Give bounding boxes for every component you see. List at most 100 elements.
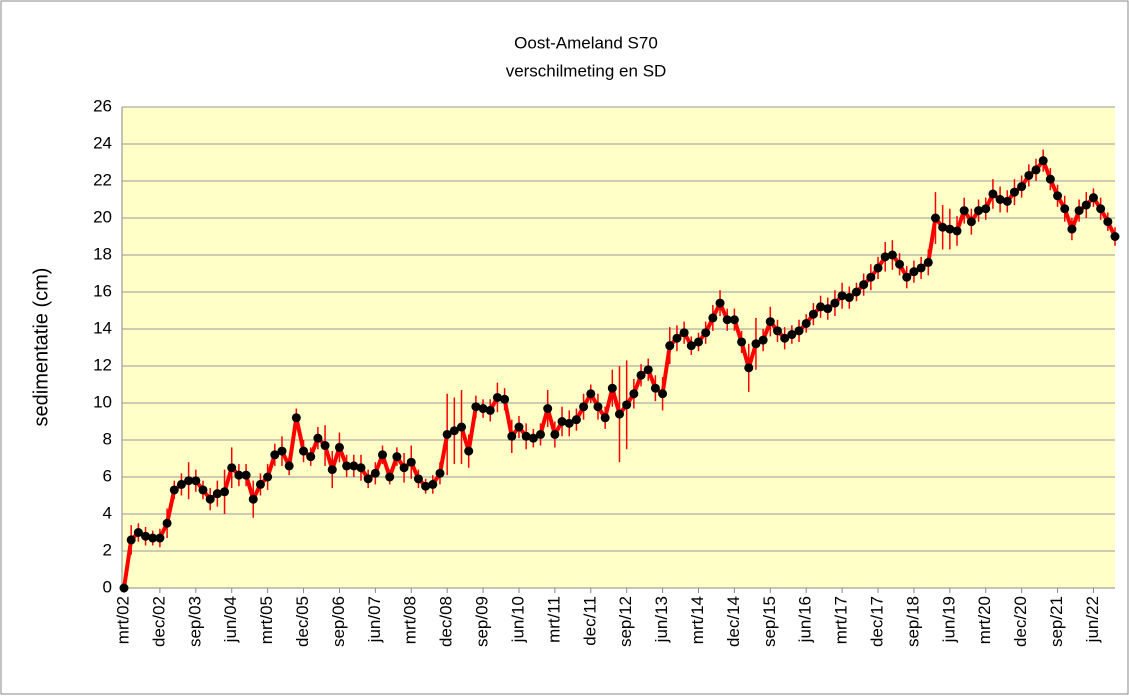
x-tick-label: dec/02 [149,596,168,647]
data-marker [500,394,510,404]
data-marker [981,204,991,214]
data-marker [507,431,517,441]
y-tick-label: 22 [93,170,112,189]
data-marker [622,400,632,410]
data-marker [1081,200,1091,210]
data-marker [851,287,861,297]
data-marker [205,494,215,504]
y-tick-label: 14 [93,318,112,337]
data-marker [421,481,431,491]
data-marker [399,463,409,473]
x-tick-label: sep/15 [760,596,779,647]
data-marker [148,533,158,543]
x-tick-label: jun/13 [652,596,671,643]
data-marker [385,472,395,482]
data-marker [277,446,287,456]
x-tick-label: mrt/02 [113,596,132,644]
data-marker [658,389,668,399]
data-marker [607,383,617,393]
data-marker [536,429,546,439]
data-marker [1009,187,1019,197]
plot-area [122,107,1115,588]
data-marker [220,487,230,497]
data-marker [299,446,309,456]
data-marker [593,402,603,412]
data-marker [327,465,337,475]
data-marker [141,531,151,541]
data-marker [564,418,574,428]
data-marker [737,337,747,347]
x-tick-label: jun/10 [508,596,527,643]
data-marker [665,341,675,351]
x-tick-label: dec/17 [868,596,887,647]
x-tick-label: sep/18 [903,596,922,647]
data-marker [636,370,646,380]
x-tick-label: jun/04 [221,596,240,643]
data-marker [895,259,905,269]
data-marker [521,431,531,441]
data-marker [744,363,754,373]
data-marker [1024,170,1034,180]
y-tick-label: 2 [103,540,112,559]
data-marker [133,528,143,537]
data-marker [248,494,258,504]
data-marker [543,404,553,414]
data-marker [234,470,244,480]
data-marker [557,417,567,426]
data-marker [169,485,179,495]
data-marker [1096,204,1106,214]
x-tick-label: dec/14 [724,596,743,647]
data-marker [909,267,919,277]
data-marker [615,409,624,419]
y-tick-label: 4 [103,503,112,522]
y-tick-label: 26 [93,96,112,115]
data-marker [241,470,251,480]
data-marker [1060,204,1070,214]
x-tick-label: mrt/05 [257,596,276,644]
data-marker [119,583,129,593]
data-marker [966,217,976,227]
data-marker [1031,165,1041,175]
data-marker [514,422,524,432]
data-marker [464,446,474,456]
data-marker [758,335,768,345]
data-marker [808,309,818,319]
data-marker [729,315,739,325]
data-marker [227,463,237,473]
x-tick-label: sep/06 [329,596,348,647]
data-marker [801,318,811,328]
data-marker [363,474,373,484]
data-marker [772,326,782,336]
data-marker [349,461,359,471]
data-marker [1088,193,1098,203]
data-marker [457,422,467,432]
y-tick-label: 0 [103,577,112,596]
x-tick-label: dec/11 [580,596,599,646]
data-marker [629,389,639,399]
data-marker [356,463,366,473]
data-marker [212,489,222,499]
data-marker [859,280,869,290]
data-marker [442,429,452,439]
data-marker [406,457,416,467]
data-marker [686,341,696,351]
data-marker [600,413,610,423]
x-tick-label: jun/19 [939,596,958,643]
data-marker [765,317,775,327]
data-marker [550,429,560,439]
data-marker [916,263,926,273]
data-marker [1017,182,1027,192]
data-marker [837,291,847,301]
data-marker [844,293,854,303]
data-marker [1002,196,1012,206]
data-marker [794,326,804,336]
data-marker [672,333,682,343]
data-marker [255,479,265,489]
x-tick-label: mrt/17 [832,596,851,644]
data-marker [974,206,984,216]
data-marker [780,333,790,343]
data-marker [198,485,208,495]
data-marker [492,392,502,402]
x-tick-label: sep/12 [616,596,635,647]
y-tick-label: 12 [93,355,112,374]
